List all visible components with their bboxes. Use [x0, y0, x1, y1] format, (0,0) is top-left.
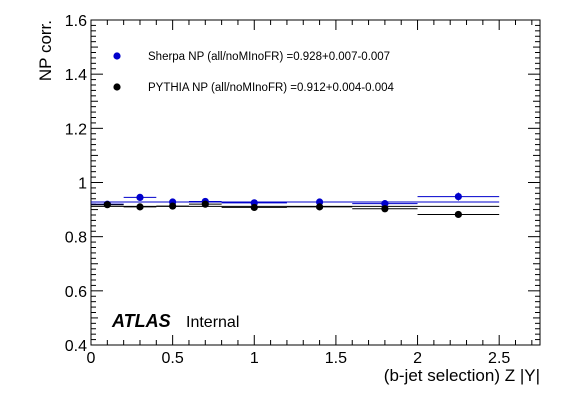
legend-marker [113, 83, 121, 91]
legend-label: Sherpa NP (all/noMInoFR) =0.928+0.007-0.… [148, 51, 390, 63]
x-tick-label: 0 [87, 350, 96, 367]
data-point [250, 203, 258, 212]
y-tick-label: 1.6 [65, 13, 87, 30]
data-point [201, 200, 209, 208]
x-tick-label: 1.5 [325, 350, 347, 367]
data-point [315, 203, 324, 211]
y-tick-label: 1 [78, 176, 87, 193]
y-axis-label: NP corr. [36, 20, 55, 81]
y-tick-label: 0.6 [65, 284, 87, 301]
y-tick-label: 1.2 [65, 121, 87, 138]
legend-marker [113, 52, 121, 60]
y-tick-label: 0.8 [65, 230, 87, 247]
legend-label: PYTHIA NP (all/noMInoFR) =0.912+0.004-0.… [148, 82, 395, 94]
data-point [381, 205, 389, 213]
x-tick-label: 1 [250, 350, 259, 367]
plot-frame [90, 19, 541, 346]
data-point [136, 193, 144, 201]
data-point [136, 203, 144, 211]
x-tick-label: 0.5 [162, 350, 184, 367]
x-axis-label: (b-jet selection) Z |Y| [384, 366, 540, 385]
atlas-label: ATLAS [111, 311, 171, 331]
y-tick-label: 1.4 [65, 67, 87, 84]
data-point [454, 192, 462, 201]
data-point [381, 200, 389, 208]
data-point [169, 202, 177, 210]
y-tick-label: 0.4 [65, 338, 87, 355]
internal-label: Internal [186, 314, 239, 331]
data-point [454, 210, 462, 219]
x-tick-label: 2 [413, 350, 422, 367]
x-tick-label: 2.5 [488, 350, 510, 367]
data-point [103, 201, 111, 209]
